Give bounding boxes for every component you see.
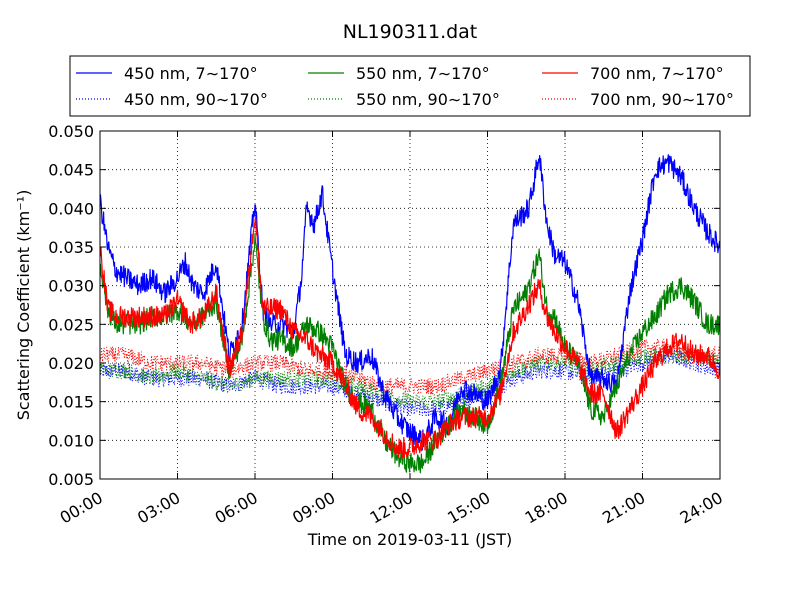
y-tick-label: 0.025 (48, 315, 94, 334)
legend-entry: 450 nm, 7∼170° (124, 64, 258, 83)
legend-box (69, 55, 751, 117)
y-tick-label: 0.040 (48, 199, 94, 218)
y-tick-label: 0.045 (48, 161, 94, 180)
x-axis-label: Time on 2019-03-11 (JST) (307, 530, 512, 549)
x-tick-label: 03:00 (134, 488, 183, 528)
x-tick-label: 21:00 (599, 488, 648, 528)
legend-entry: 550 nm, 90∼170° (356, 90, 500, 109)
x-tick-label: 09:00 (289, 488, 338, 528)
y-tick-label: 0.050 (48, 122, 94, 141)
series-layer (99, 154, 721, 474)
y-axis-label: Scattering Coefficient (km⁻¹) (14, 190, 33, 421)
y-tick-label: 0.020 (48, 354, 94, 373)
grid (100, 131, 720, 479)
chart-title: NL190311.dat (343, 21, 478, 43)
y-tick-label: 0.010 (48, 431, 94, 450)
y-tick-label: 0.005 (48, 470, 94, 489)
legend-entry: 700 nm, 7∼170° (590, 64, 724, 83)
legend-entry: 700 nm, 90∼170° (590, 90, 734, 109)
series-line-0 (99, 154, 721, 451)
y-tick-label: 0.030 (48, 277, 94, 296)
y-tick-label: 0.035 (48, 238, 94, 257)
x-tick-label: 15:00 (444, 488, 493, 528)
ticks: 00:00 03:00 06:00 09:00 12:00 15:00 18:00 21:00… (48, 122, 726, 528)
x-tick-label: 12:00 (367, 488, 416, 528)
legend-entry: 450 nm, 90∼170° (124, 90, 268, 109)
legend: 450 nm, 7∼170° 450 nm, 90∼170° 550 nm, 7∼1… (69, 55, 751, 117)
x-tick-label: 18:00 (522, 488, 571, 528)
legend-entry: 550 nm, 7∼170° (356, 64, 490, 83)
series-line-4 (99, 216, 721, 459)
x-tick-label: 00:00 (57, 488, 106, 528)
x-tick-label: 06:00 (212, 488, 261, 528)
x-tick-label: 24:00 (677, 488, 726, 528)
y-tick-label: 0.015 (48, 393, 94, 412)
